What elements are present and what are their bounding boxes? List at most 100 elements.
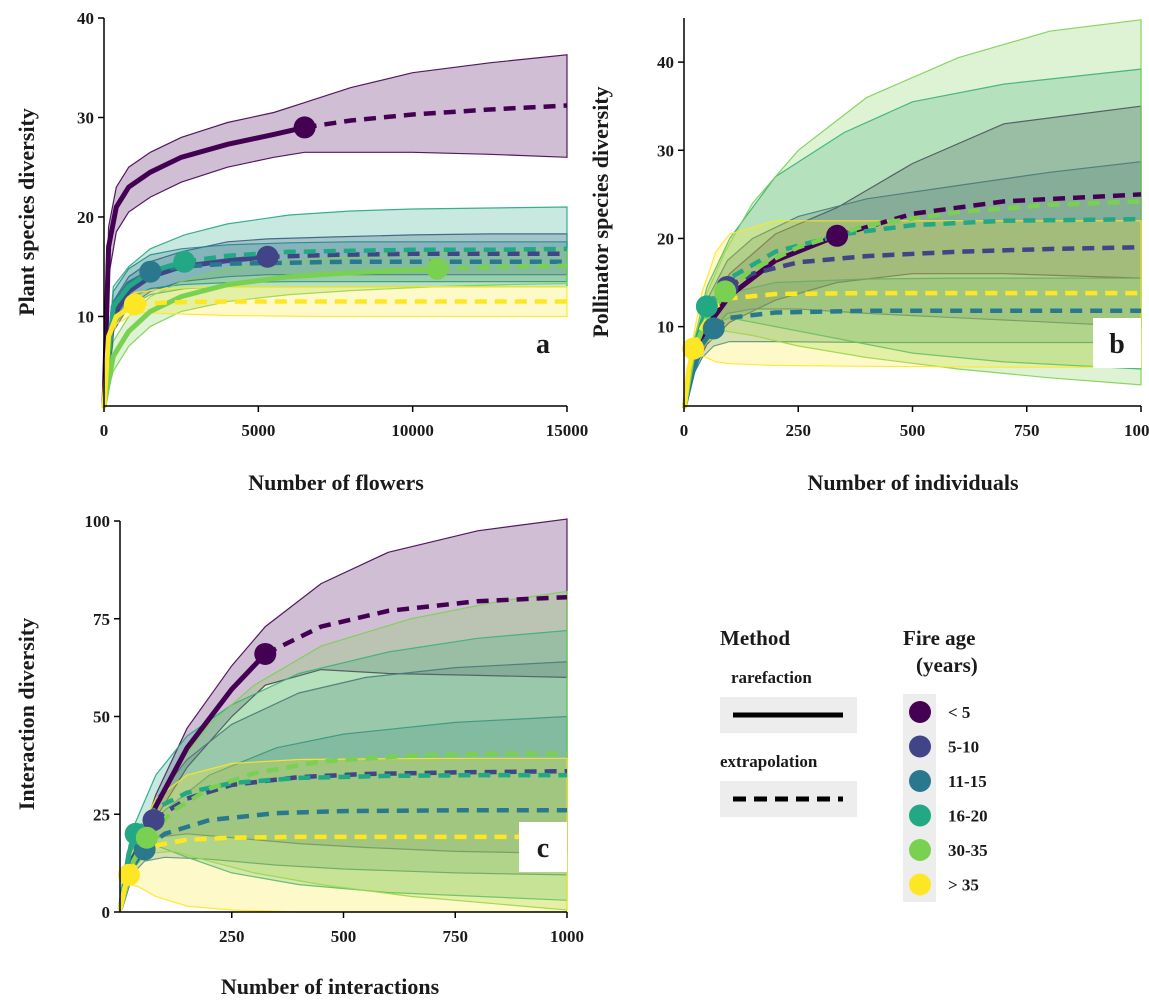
legend-swatch-3 xyxy=(909,770,931,792)
legend-label-3: 11-15 xyxy=(948,772,987,791)
observed-points-a xyxy=(123,116,449,316)
extrapolation-line-series-6-a xyxy=(134,299,567,307)
legend-label-5: 30-35 xyxy=(948,841,988,860)
y-tick-label-c-1: 25 xyxy=(93,805,110,824)
legend-label-2: 5-10 xyxy=(948,738,979,757)
y-ticks-b: 10 20 30 40 xyxy=(657,53,684,337)
y-tick-label-c-4: 100 xyxy=(85,512,111,531)
observed-point-series-4-b xyxy=(695,295,718,318)
observed-point-series-4-a xyxy=(173,250,196,273)
x-tick-label-b-0: 0 xyxy=(680,421,689,440)
legend-fire-groups: < 5 5-10 11-15 16-20 30-35 > 35 xyxy=(909,701,988,896)
panel-tag-c: c xyxy=(537,833,549,864)
y-axis-title-a: Plant species diversity xyxy=(14,108,39,316)
legend-swatch-1 xyxy=(909,701,931,723)
observed-point-series-6-b xyxy=(682,337,705,360)
observed-point-series-1-a xyxy=(293,116,316,139)
series-lines-a xyxy=(101,103,568,409)
observed-point-series-5-a xyxy=(426,257,449,280)
legend: Method rarefaction extrapolation Fire ag… xyxy=(720,626,988,902)
confidence-band-series-5-b xyxy=(683,19,1142,407)
y-tick-label-a-3: 40 xyxy=(77,9,94,28)
y-tick-label-c-2: 50 xyxy=(93,708,110,727)
panel-tag-a: a xyxy=(536,329,550,360)
observed-point-series-5-c xyxy=(135,826,158,849)
legend-rarefaction-label: rarefaction xyxy=(731,668,812,687)
extrapolation-line-series-1-c xyxy=(264,594,568,656)
legend-fire-key-bg xyxy=(903,694,936,902)
y-ticks-c: 0 25 50 75 100 xyxy=(85,512,120,922)
legend-label-4: 16-20 xyxy=(948,807,988,826)
panel-a: 0 5000 10000 15000 10 20 30 40 a Number of flo… xyxy=(14,9,588,495)
observed-point-series-3-a xyxy=(139,260,162,283)
x-tick-label-a-3: 15000 xyxy=(546,421,589,440)
rarefaction-line-series-1-a xyxy=(101,124,308,409)
observed-point-series-2-a xyxy=(256,245,279,268)
x-tick-label-c-1: 500 xyxy=(331,927,357,946)
rarefaction-line-series-5-a xyxy=(101,266,440,409)
x-tick-label-a-1: 5000 xyxy=(241,421,275,440)
x-axis-title-b: Number of individuals xyxy=(807,470,1019,495)
confidence-band-series-4-a xyxy=(103,206,568,407)
x-tick-label-a-2: 10000 xyxy=(391,421,434,440)
observed-point-series-3-b xyxy=(702,317,725,340)
x-tick-label-b-1: 250 xyxy=(786,421,812,440)
observed-point-series-2-c xyxy=(142,809,165,832)
extrapolation-line-series-3-a xyxy=(149,259,567,274)
plot-area-c xyxy=(120,521,567,907)
observed-point-series-1-b xyxy=(826,224,849,247)
panel-tag-box-a xyxy=(519,318,567,368)
panel-tag-box-b xyxy=(1093,318,1141,368)
legend-label-6: > 35 xyxy=(948,876,979,895)
extrapolation-line-series-4-c xyxy=(133,772,567,836)
extrapolation-line-series-5-a xyxy=(437,263,568,271)
x-axis-title-a: Number of flowers xyxy=(248,470,424,495)
legend-label-1: < 5 xyxy=(948,703,970,722)
extrapolation-line-series-3-c xyxy=(143,808,567,852)
confidence-bands-b xyxy=(683,19,1142,407)
extrapolation-line-series-4-a xyxy=(183,246,568,264)
extrapolation-line-series-2-c xyxy=(152,768,568,822)
extrapolation-line-series-5-b xyxy=(723,199,1142,294)
x-ticks-a: 0 5000 10000 15000 xyxy=(100,406,589,440)
y-tick-label-c-3: 75 xyxy=(93,610,110,629)
legend-swatch-4 xyxy=(909,804,931,827)
panel-b: 0 250 500 750 1000 10 20 30 40 b Number of indi… xyxy=(588,18,1149,495)
y-tick-label-a-0: 10 xyxy=(77,307,94,326)
observed-point-series-5-b xyxy=(714,280,737,303)
y-tick-label-a-2: 30 xyxy=(77,108,94,127)
legend-extrapolation-label: extrapolation xyxy=(720,752,818,771)
legend-swatch-2 xyxy=(909,735,931,758)
observed-point-series-1-c xyxy=(254,642,277,665)
panel-tag-b: b xyxy=(1109,329,1125,360)
panel-c: 250 500 750 1000 0 25 50 75 100 c Number of int… xyxy=(14,512,584,999)
x-tick-label-a-0: 0 xyxy=(100,421,109,440)
legend-method-title: Method xyxy=(720,626,790,650)
legend-fire-title-line1: Fire age xyxy=(903,626,976,650)
extrapolation-line-series-1-b xyxy=(836,192,1142,238)
y-tick-label-b-0: 10 xyxy=(657,318,674,337)
observed-point-series-6-c xyxy=(117,863,140,886)
extrapolation-line-series-4-b xyxy=(705,216,1142,308)
y-tick-label-b-3: 40 xyxy=(657,53,674,72)
x-tick-label-c-0: 250 xyxy=(219,927,245,946)
x-ticks-c: 250 500 750 1000 xyxy=(219,912,584,946)
extrapolation-line-series-2-a xyxy=(267,251,567,260)
y-tick-label-b-2: 30 xyxy=(657,141,674,160)
observed-points-c xyxy=(117,642,277,886)
y-tick-label-b-1: 20 xyxy=(657,229,674,248)
extrapolation-line-series-2-b xyxy=(726,245,1142,289)
y-tick-label-c-0: 0 xyxy=(102,903,111,922)
extrapolation-line-series-5-c xyxy=(145,751,567,840)
panel-tag-box-c xyxy=(519,822,567,872)
observed-point-series-6-a xyxy=(123,293,146,316)
y-axis-title-b: Pollinator species diversity xyxy=(588,86,613,337)
x-tick-label-c-3: 1000 xyxy=(550,927,584,946)
legend-swatch-5 xyxy=(909,839,931,861)
legend-fire-title-line2: (years) xyxy=(916,653,978,677)
x-axis-title-c: Number of interactions xyxy=(221,974,440,999)
legend-swatch-6 xyxy=(909,873,931,896)
x-tick-label-b-3: 750 xyxy=(1014,421,1040,440)
confidence-band-series-6-b xyxy=(683,220,1142,407)
